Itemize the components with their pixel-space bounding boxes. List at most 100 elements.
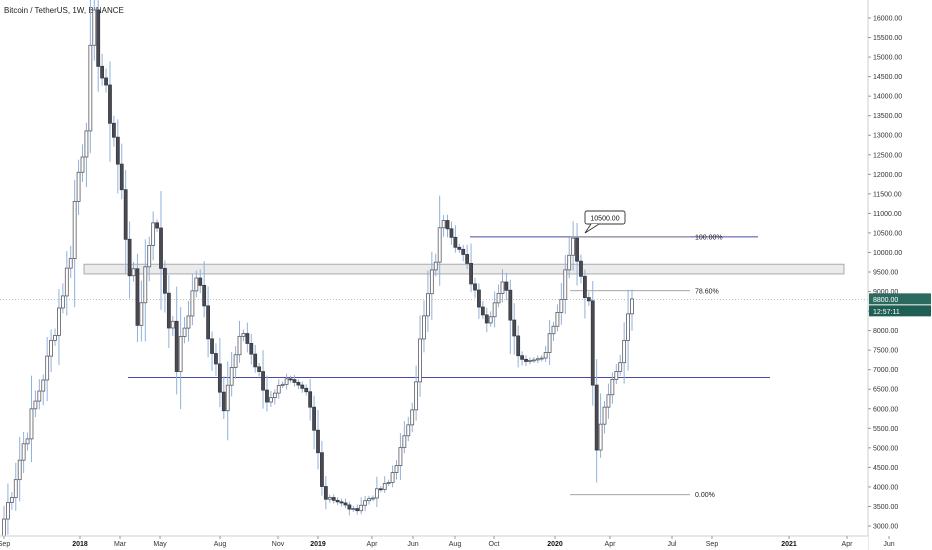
candle-body (300, 384, 305, 389)
x-tick-label: Aug (214, 541, 227, 548)
candle-body (316, 429, 320, 454)
candle-body (104, 77, 108, 86)
candle-body (96, 9, 101, 67)
candle-body (492, 302, 497, 318)
candle-body (198, 277, 203, 286)
candle-body (480, 306, 485, 316)
y-tick-label: 8000.00 (873, 328, 898, 335)
candle-body (233, 354, 238, 368)
candle-body (76, 171, 81, 202)
y-tick-label: 15500.00 (873, 35, 902, 42)
candle-body (394, 465, 399, 474)
x-tick-label: Apr (842, 541, 854, 548)
x-tick-label: Aug (449, 541, 462, 548)
candle-body (488, 316, 493, 324)
candle-body (630, 298, 634, 315)
candle-body (249, 343, 254, 355)
candle-body (437, 227, 442, 263)
candle-body (410, 409, 415, 426)
candle-body (374, 488, 379, 499)
x-tick-label: Jun (883, 541, 894, 548)
y-tick-label: 13000.00 (873, 133, 902, 140)
candle-body (571, 237, 576, 256)
candle-body (29, 408, 34, 440)
candle-body (335, 499, 340, 503)
candle-body (461, 248, 466, 255)
candle-body (320, 452, 324, 487)
last-price-tag[interactable] (869, 293, 931, 305)
candle-body (276, 385, 281, 394)
candle-body (127, 238, 132, 277)
fib-label: 0.00% (695, 492, 715, 499)
y-tick-label: 6000.00 (873, 406, 898, 413)
candle-body (512, 319, 517, 337)
candle-body (414, 381, 419, 411)
candle-body (469, 262, 473, 285)
countdown-label: 12:57:11 (873, 309, 900, 316)
candle-body (245, 333, 250, 344)
y-tick-label: 4000.00 (873, 484, 898, 491)
candle-body (280, 383, 285, 386)
candle-body (539, 357, 544, 360)
candle-body (363, 500, 368, 506)
candle-body (528, 360, 532, 362)
candle-body (37, 390, 42, 402)
candle-body (418, 338, 422, 383)
candle-body (359, 504, 364, 512)
candle-body (241, 333, 246, 337)
candle-body (214, 353, 218, 365)
candle-body (135, 268, 140, 326)
candle-body (257, 366, 262, 372)
candle-body (2, 518, 6, 539)
x-tick-label: Jun (407, 541, 418, 548)
y-tick-label: 12000.00 (873, 172, 902, 179)
candle-body (535, 358, 540, 361)
y-axis[interactable]: 16000.00 15500.00 15000.00 14500.00 14000.00… (867, 0, 932, 550)
candle-body (155, 222, 159, 229)
candle-body (147, 244, 152, 268)
y-tick-label: 12500.00 (873, 152, 902, 159)
candle-body (261, 371, 265, 391)
candle-body (17, 459, 22, 481)
candle-body (433, 261, 438, 271)
x-tick-label: Mar (114, 541, 127, 548)
candle-body (268, 397, 273, 403)
candle-body (602, 406, 607, 425)
candle-body (159, 227, 163, 269)
x-axis[interactable]: Sep 2018 Mar May Aug Nov 2019 Apr Jun Aug Oct 2020 A… (0, 535, 895, 550)
x-tick-label: May (153, 541, 167, 548)
candle-body (53, 335, 57, 341)
candle-body (351, 508, 356, 510)
candle-body (194, 277, 199, 292)
candle-body (457, 246, 462, 250)
y-tick-label: 3500.00 (873, 504, 898, 511)
candle-body (60, 295, 65, 309)
candle-body (9, 497, 14, 503)
candle-body (575, 237, 579, 262)
price-callout: 10500.00 (584, 210, 626, 234)
candle-body (402, 435, 407, 449)
y-tick-label: 7500.00 (873, 348, 898, 355)
candle-body (174, 320, 179, 372)
candle-body (622, 340, 627, 364)
candle-body (88, 44, 93, 132)
candle-body (520, 355, 524, 360)
callout-box (584, 210, 626, 225)
candle-body (115, 136, 120, 165)
candle-body (41, 379, 46, 392)
resistance-zone (83, 263, 845, 275)
y-tick-label: 5500.00 (873, 426, 898, 433)
candle-body (398, 447, 403, 466)
candle-body (504, 281, 509, 291)
candle-body (68, 258, 73, 269)
candle-body (186, 315, 191, 329)
candle-body (406, 424, 411, 437)
candle-body (25, 438, 30, 445)
candle-body (559, 299, 564, 313)
candle-body (217, 363, 222, 393)
candle-body (237, 335, 242, 356)
x-tick-label: Nov (272, 541, 285, 548)
candle-body (131, 268, 136, 277)
candle-body (449, 228, 454, 238)
